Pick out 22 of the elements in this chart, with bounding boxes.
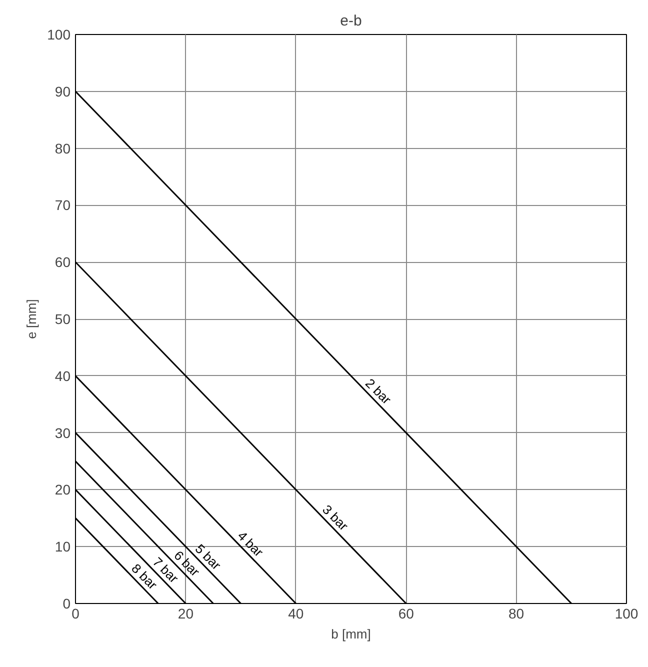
y-tick-label: 80	[54, 140, 71, 156]
x-tick-label: 80	[508, 606, 524, 622]
y-tick-label: 100	[47, 26, 71, 42]
y-tick-label: 40	[54, 368, 71, 384]
y-tick-label: 20	[54, 482, 71, 498]
x-tick-label: 40	[288, 606, 304, 622]
y-tick-label: 50	[54, 311, 71, 327]
y-tick-label: 0	[62, 596, 71, 612]
y-tick-label: 70	[54, 197, 71, 214]
chart-title: e-b	[340, 12, 362, 30]
text: 3 bar	[320, 502, 352, 534]
x-tick-label: 20	[178, 606, 194, 622]
y-tick-label: 30	[54, 424, 71, 441]
y-tick-label: 60	[54, 254, 71, 270]
y-tick-label: 10	[54, 538, 71, 555]
y-axis-title: e [mm]	[24, 299, 40, 339]
text: 4 bar	[234, 528, 267, 560]
y-tick-label: 90	[54, 83, 71, 100]
x-tick-label: 60	[398, 606, 414, 622]
x-tick-label: 100	[614, 606, 638, 622]
x-axis-title: b [mm]	[331, 626, 371, 642]
text: 2 bar	[362, 376, 395, 408]
